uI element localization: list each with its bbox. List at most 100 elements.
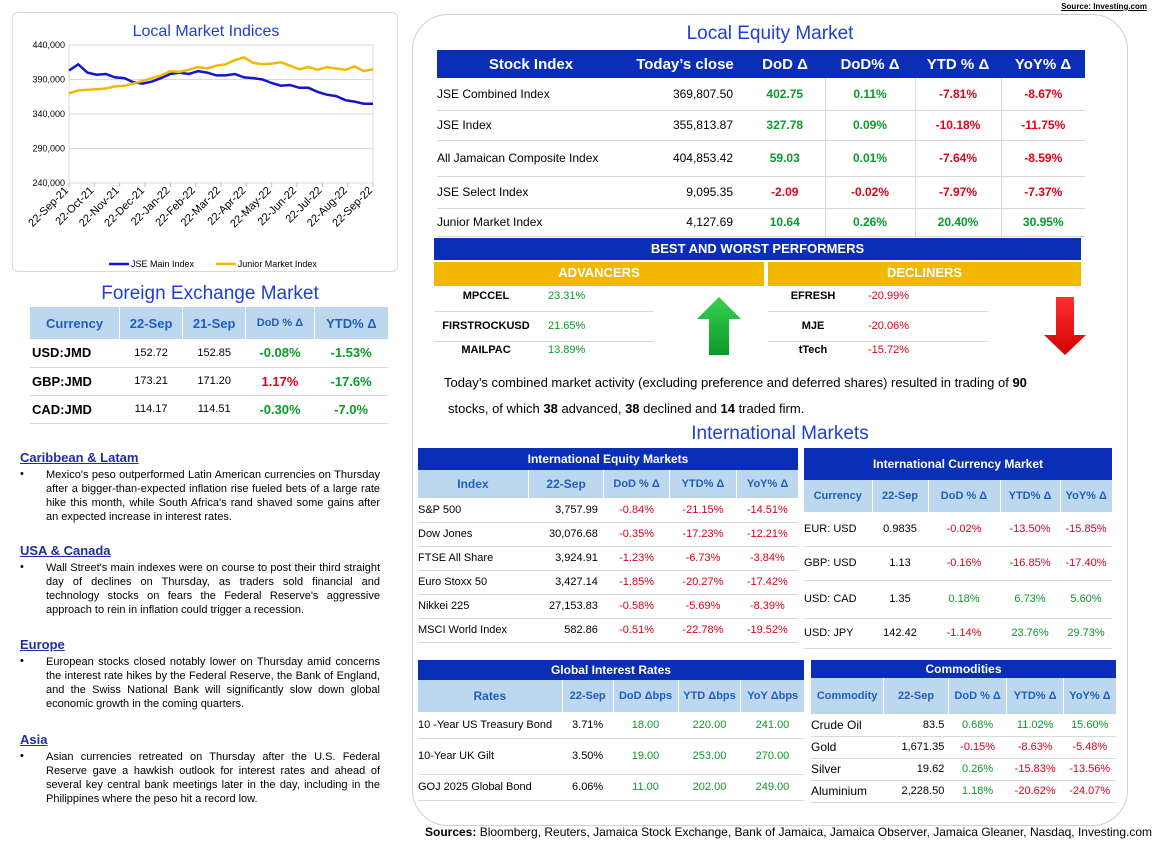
- news-item: • Mexico's peso outperformed Latin Americ…: [20, 468, 380, 524]
- equity-row: JSE Index 355,813.87 327.78 0.09% -10.18% -11…: [437, 110, 1085, 140]
- intl-equity-row: S&P 500 3,757.99 -0.84% -21.15% -14.51%: [418, 498, 798, 522]
- table-cell: -15.85%: [1065, 522, 1107, 535]
- chart-title: Local Market Indices: [132, 23, 280, 40]
- table-cell: 11.02%: [1016, 718, 1054, 731]
- table-cell: USD: CAD: [804, 593, 857, 605]
- equity-row: All Jamaican Composite Index 404,853.42 59…: [437, 140, 1085, 176]
- fx-title: Foreign Exchange Market: [101, 283, 319, 304]
- rates-header: Rates: [418, 680, 563, 712]
- table-cell: -15.83%: [1014, 763, 1056, 775]
- performer-row: MPCCEL 23.31%: [434, 290, 654, 312]
- intl-equity-row: Nikkei 225 27,153.83 -0.58% -5.69% -8.39%: [418, 594, 798, 618]
- table-cell: 171.20: [197, 375, 231, 387]
- commodities-row: Gold 1,671.35 -0.15% -8.63% -5.48%: [811, 736, 1116, 758]
- table-cell: Dow Jones: [418, 528, 473, 540]
- intl-equity-row: FTSE All Share 3,924.91 -1.23% -6.73% -3.84%: [418, 546, 798, 570]
- table-cell: 3,757.99: [555, 503, 598, 516]
- activity-number: 38: [543, 401, 558, 416]
- news-item: • Asian currencies retreated on Thursday …: [20, 750, 380, 806]
- table-cell: 18.00: [631, 718, 660, 731]
- activity-part: traded firm.: [734, 401, 805, 416]
- table-cell: 3,427.14: [555, 576, 598, 588]
- table-cell: Silver: [811, 762, 842, 776]
- intl-currency-header: DoD % Δ: [928, 480, 1001, 512]
- table-cell: 582.86: [564, 624, 598, 636]
- table-cell: 1,671.35: [901, 741, 945, 753]
- table-cell: -0.02%: [824, 176, 915, 208]
- table-cell: 4,127.69: [686, 215, 733, 229]
- fx-header: 21-Sep: [182, 307, 247, 339]
- table-cell: -24.07%: [1069, 785, 1111, 797]
- bullet-icon: •: [20, 468, 24, 480]
- equity-title: Local Equity Market: [686, 23, 854, 44]
- table-cell: JSE Combined Index: [437, 86, 550, 101]
- table-cell: 10 -Year US Treasury Bond: [418, 718, 553, 731]
- equity-row: Junior Market Index 4,127.69 10.64 0.26% 20.…: [437, 208, 1085, 236]
- table-cell: 3.71%: [572, 718, 604, 731]
- table-cell: 0.18%: [948, 593, 980, 605]
- table-cell: 0.9835: [883, 522, 917, 535]
- rates-header: YTD Δbps: [678, 680, 742, 712]
- fx-header: 22-Sep: [119, 307, 184, 339]
- table-cell: -17.6%: [330, 373, 372, 389]
- table-cell: 241.00: [755, 718, 790, 731]
- table-cell: 11.00: [632, 781, 659, 793]
- table-cell: USD: JPY: [804, 627, 854, 639]
- performer-name: EFRESH: [790, 290, 836, 302]
- table-cell: MSCI World Index: [418, 624, 508, 636]
- table-cell: -5.69%: [685, 600, 721, 612]
- table-cell: 9,095.35: [686, 185, 733, 199]
- table-cell: 6.06%: [572, 781, 604, 793]
- table-cell: Euro Stoxx 50: [418, 576, 488, 588]
- table-cell: -12.21%: [746, 528, 788, 540]
- commodities-row: Silver 19.62 0.26% -15.83% -13.56%: [811, 758, 1116, 780]
- source-note: Source: Investing.com: [1061, 2, 1147, 11]
- table-cell: -19.52%: [746, 624, 788, 636]
- table-cell: Junior Market Index: [437, 215, 543, 229]
- table-cell: 253.00: [692, 750, 727, 762]
- fx-row: USD:JMD 152.72 152.85 -0.08% -1.53%: [30, 339, 388, 367]
- table-cell: -8.39%: [749, 600, 785, 612]
- table-cell: -21.15%: [682, 503, 724, 516]
- performer-row: tTech -15.72%: [768, 344, 988, 366]
- table-cell: -13.50%: [1009, 522, 1051, 535]
- bullet-icon: •: [20, 750, 24, 762]
- table-cell: 0.11%: [824, 78, 915, 110]
- table-cell: 0.26%: [962, 763, 994, 775]
- table-cell: Gold: [811, 740, 837, 754]
- table-cell: 270.00: [755, 750, 790, 762]
- activity-part: advanced,: [557, 401, 626, 416]
- table-cell: -20.62%: [1014, 785, 1056, 797]
- activity-text: Today’s combined market activity (exclud…: [444, 370, 1084, 422]
- table-cell: All Jamaican Composite Index: [437, 151, 599, 165]
- rates-row: 10 -Year US Treasury Bond 3.71% 18.00 220.0…: [418, 712, 804, 738]
- table-cell: -17.40%: [1065, 557, 1107, 569]
- table-cell: Crude Oil: [811, 717, 862, 732]
- table-cell: -8.67%: [1000, 78, 1085, 110]
- news-text: European stocks closed notably lower on …: [46, 656, 380, 710]
- table-cell: 59.03: [769, 151, 800, 165]
- activity-part: Today’s combined market activity (exclud…: [444, 375, 1013, 390]
- intl-equity-row: Euro Stoxx 50 3,427.14 -1.85% -20.27% -17.42…: [418, 570, 798, 594]
- table-cell: 202.00: [692, 781, 727, 793]
- performer-row: FIRSTROCKUSD 21.65%: [434, 320, 654, 342]
- table-cell: S&P 500: [418, 503, 462, 516]
- table-cell: -1.53%: [330, 345, 372, 361]
- rates-header: DoD Δbps: [613, 680, 679, 712]
- rates-header: YoY Δbps: [747, 690, 799, 702]
- rates-title: Global Interest Rates: [550, 663, 672, 677]
- table-cell: -17.42%: [746, 576, 788, 588]
- table-cell: -7.97%: [914, 176, 1001, 208]
- equity-header: DoD Δ: [762, 55, 808, 73]
- table-cell: -7.37%: [1000, 176, 1085, 208]
- equity-header: DoD% Δ: [840, 55, 900, 73]
- table-cell: FTSE All Share: [418, 552, 494, 564]
- footer-label: Sources:: [425, 825, 477, 839]
- intl-currency-header: YoY% Δ: [1065, 490, 1107, 502]
- table-cell: 402.75: [766, 86, 804, 101]
- performer-value: 13.89%: [548, 344, 586, 356]
- table-cell: -3.84%: [749, 552, 785, 564]
- table-cell: -1.14%: [946, 627, 982, 639]
- fx-header: Currency: [30, 307, 121, 339]
- intl-currency-header: Currency: [804, 480, 873, 512]
